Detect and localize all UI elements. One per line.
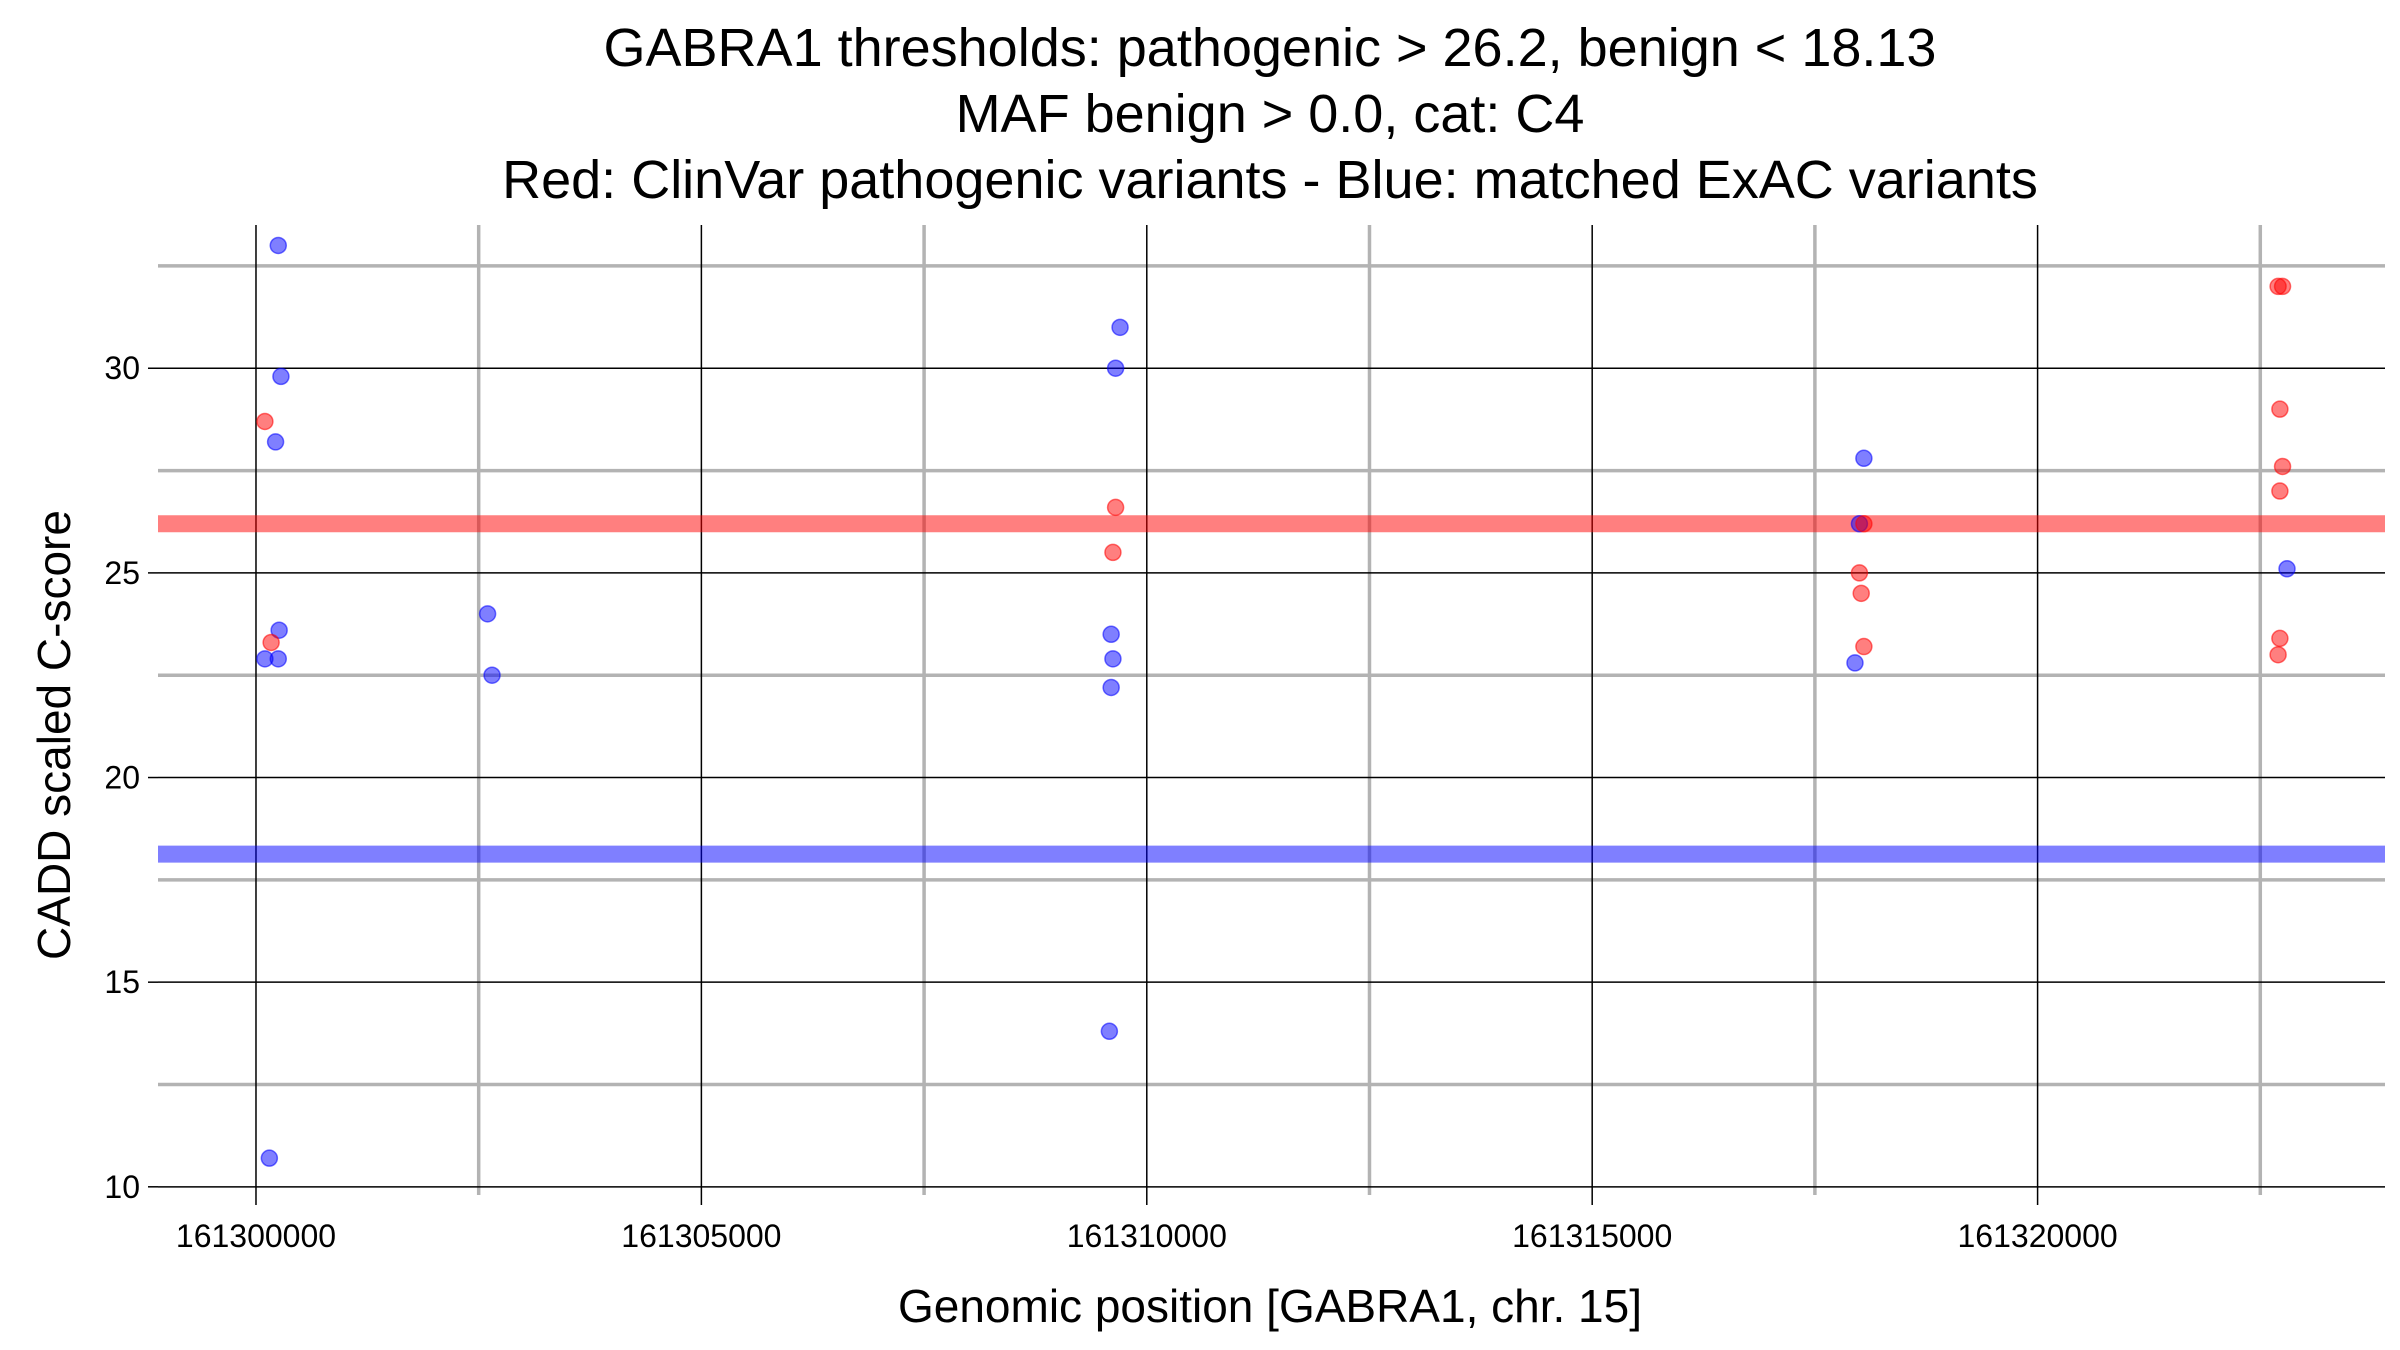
y-tick-label: 25 (104, 555, 140, 591)
point-layer (256, 236, 2296, 1167)
threshold-layer (158, 515, 2385, 863)
benign-point (1100, 1022, 1119, 1041)
benign-point (2278, 560, 2296, 578)
chart-title-line-2: MAF benign > 0.0, cat: C4 (956, 84, 1585, 144)
x-tick-label: 161320000 (1958, 1218, 2118, 1254)
pathogenic-point (2271, 400, 2289, 418)
y-tick-label: 10 (104, 1169, 140, 1205)
benign-point (483, 666, 501, 684)
y-tick-label: 15 (104, 964, 140, 1000)
benign-point (270, 621, 288, 639)
axis-layer: 10 15 20 25 30 161300000 161305000 161310000 161… (104, 350, 2117, 1254)
benign-point (269, 236, 288, 255)
pathogenic-point (2269, 645, 2287, 664)
grid-layer (158, 225, 2385, 1195)
pathogenic-point (2273, 457, 2292, 476)
pathogenic-point (2271, 482, 2289, 500)
chart-title-line-1: GABRA1 thresholds: pathogenic > 26.2, be… (604, 18, 1937, 78)
benign-point (266, 433, 285, 451)
benign-point (1111, 318, 1129, 337)
benign-point (1104, 650, 1122, 668)
pathogenic-point (1106, 498, 1125, 517)
benign-point (1106, 359, 1125, 377)
chart-title-line-3: Red: ClinVar pathogenic variants - Blue:… (502, 150, 2038, 210)
y-tick-label: 30 (104, 350, 140, 386)
y-tick-label: 20 (104, 760, 140, 796)
pathogenic-point (1852, 584, 1870, 603)
pathogenic-point (1855, 515, 1873, 533)
x-tick-label: 161300000 (176, 1218, 336, 1254)
pathogenic-point (2271, 629, 2289, 648)
benign-point (269, 650, 288, 668)
benign-point (1102, 625, 1120, 644)
pathogenic-point (256, 412, 274, 431)
x-axis-title: Genomic position [GABRA1, chr. 15] (898, 1280, 1642, 1332)
y-axis-title: CADD scaled C-score (28, 510, 80, 960)
benign-point (260, 1149, 279, 1167)
x-tick-label: 161315000 (1512, 1218, 1672, 1254)
pathogenic-point (1850, 564, 1869, 582)
benign-point (478, 605, 497, 623)
pathogenic-point (1104, 543, 1122, 562)
benign-point (1855, 449, 1873, 468)
benign-point (272, 367, 290, 386)
pathogenic-point (262, 633, 280, 652)
x-tick-label: 161305000 (621, 1218, 781, 1254)
benign-point (1846, 654, 1864, 672)
benign-point (1102, 678, 1120, 697)
pathogenic-point (1855, 637, 1873, 656)
x-tick-label: 161310000 (1067, 1218, 1227, 1254)
pathogenic-point (2273, 277, 2292, 296)
